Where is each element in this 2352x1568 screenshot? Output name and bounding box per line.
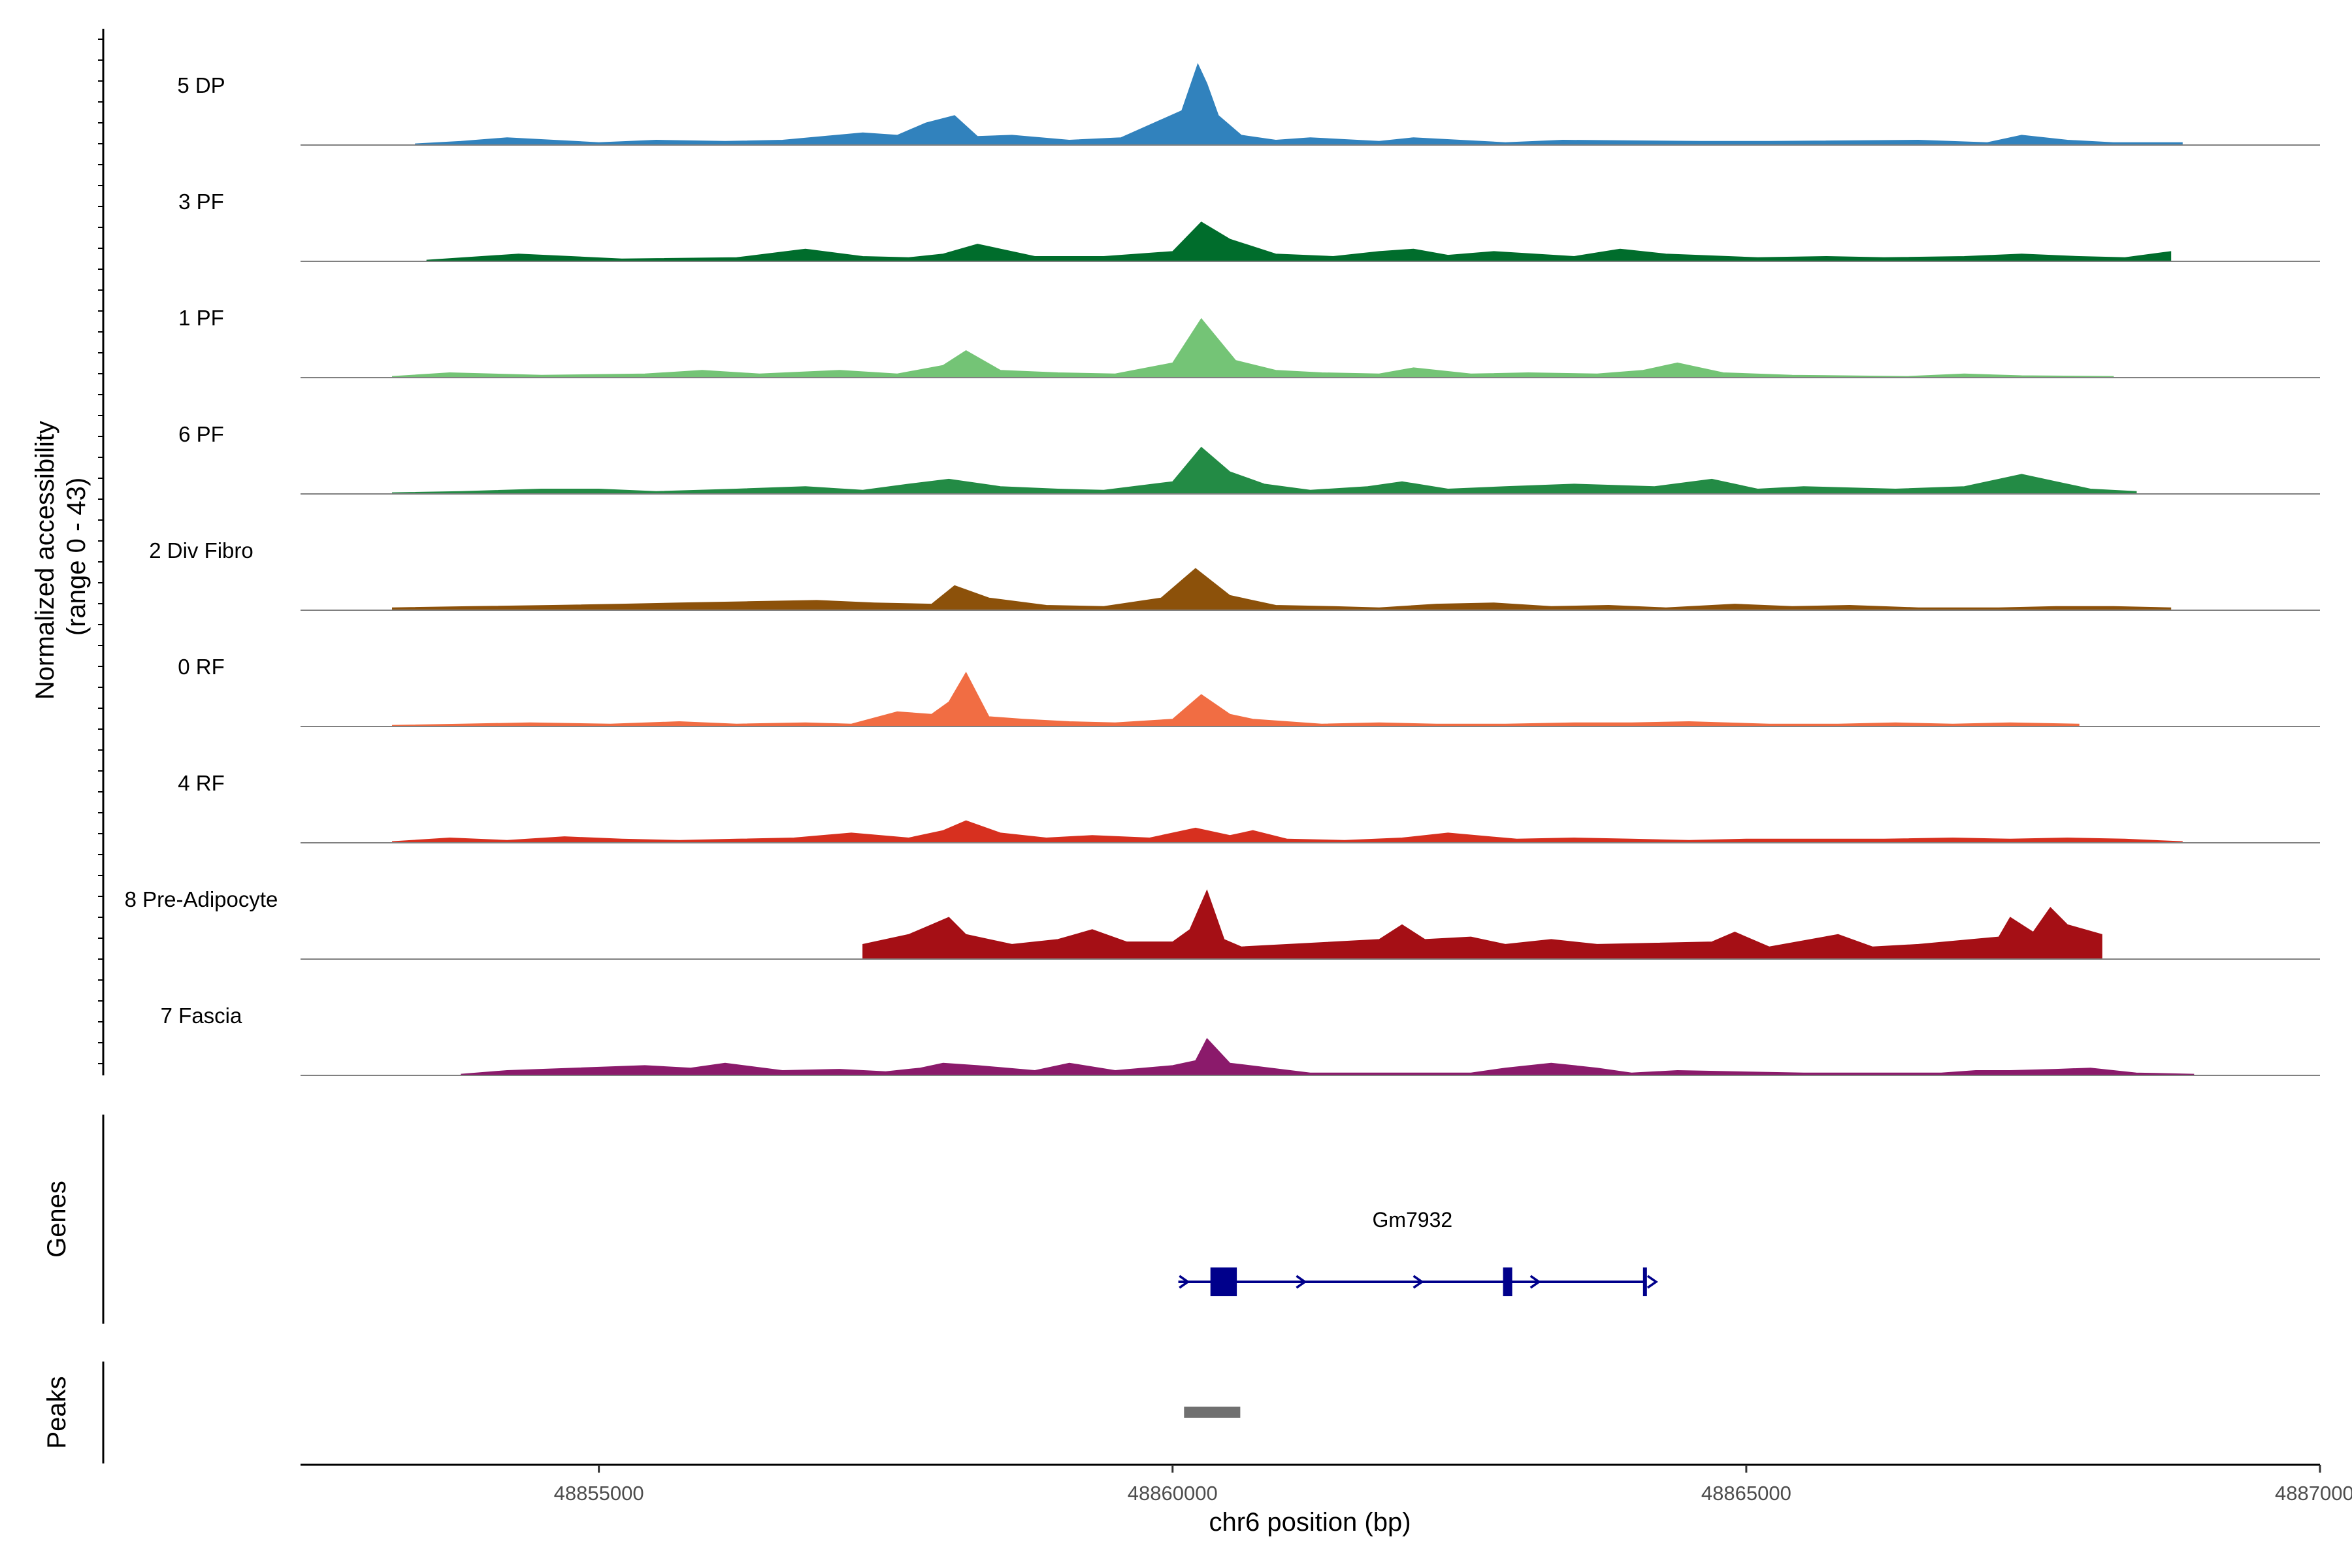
track-label: 5 DP (177, 73, 225, 97)
track-8-pre-adipocyte: 8 Pre-Adipocyte (125, 887, 2320, 960)
track-label: 0 RF (178, 655, 225, 679)
track-1-pf: 1 PF (178, 306, 2320, 378)
gene-exon (1503, 1267, 1512, 1296)
coverage-area (415, 63, 2183, 146)
strand-arrow (1296, 1275, 1307, 1289)
strand-arrow (1413, 1275, 1424, 1289)
x-tick-label: 48870000 (2275, 1482, 2352, 1505)
peak-regions (1184, 1407, 1241, 1418)
y-axis-title: Normalized accessibility (range 0 - 43) (31, 414, 91, 700)
track-label: 4 RF (178, 771, 225, 795)
track-4-rf: 4 RF (178, 771, 2320, 843)
x-axis-ticks: 48855000 48860000 48865000 48870000 (554, 1465, 2352, 1505)
gene-label: Gm7932 (1372, 1208, 1452, 1232)
track-5-dp: 5 DP (177, 63, 2320, 146)
x-tick-label: 48865000 (1701, 1482, 1791, 1505)
coverage-area (392, 672, 2080, 727)
gene-exon (1210, 1267, 1237, 1296)
track-3-pf: 3 PF (178, 189, 2320, 262)
coverage-area (862, 889, 2102, 960)
track-label: 1 PF (178, 306, 224, 330)
strand-arrow (1646, 1275, 1658, 1289)
y-axis-title-line-2: (range 0 - 43) (62, 478, 91, 636)
coverage-area (392, 318, 2114, 378)
track-2-div-fibro: 2 Div Fibro (149, 538, 2320, 611)
peak-region (1184, 1407, 1241, 1418)
coverage-area (392, 568, 2172, 611)
coverage-area (461, 1037, 2195, 1076)
gene-model (1178, 1267, 1658, 1296)
genes-panel-title: Genes (42, 1181, 71, 1258)
track-label: 3 PF (178, 189, 224, 214)
y-axis-title-line-1: Normalized accessibility (31, 421, 59, 700)
track-6-pf: 6 PF (178, 422, 2320, 495)
track-0-rf: 0 RF (178, 655, 2320, 727)
coverage-area (392, 820, 2183, 843)
track-label: 6 PF (178, 422, 224, 446)
gene-exon (1642, 1267, 1647, 1296)
strand-arrow (1529, 1275, 1541, 1289)
track-label: 8 Pre-Adipocyte (125, 887, 278, 911)
track-label: 2 Div Fibro (149, 538, 253, 563)
strand-arrow (1179, 1275, 1190, 1289)
coverage-area (426, 221, 2172, 262)
x-tick-label: 48855000 (554, 1482, 644, 1505)
coverage-tracks: 5 DP 3 PF 1 PF 6 PF 2 Div Fibro 0 RF 4 RF 8 Pre… (125, 63, 2320, 1076)
coverage-area (392, 446, 2137, 495)
coverage-axis-ticks (98, 39, 103, 1064)
x-tick-label: 48860000 (1128, 1482, 1218, 1505)
peaks-panel-title: Peaks (42, 1376, 71, 1448)
x-axis-title: chr6 position (bp) (1209, 1508, 1411, 1537)
track-label: 7 Fascia (161, 1004, 242, 1028)
track-7-fascia: 7 Fascia (161, 1004, 2320, 1076)
